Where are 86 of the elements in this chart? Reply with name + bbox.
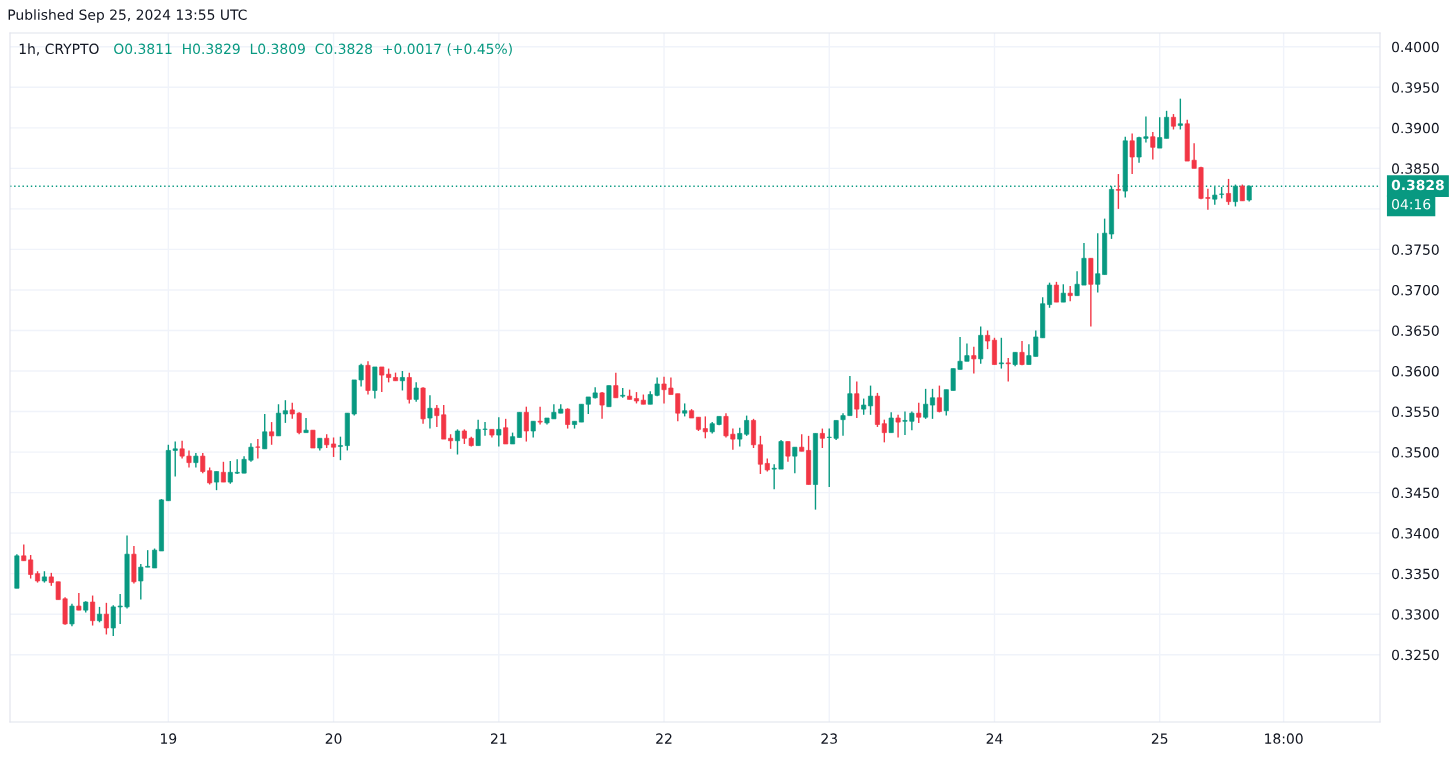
candlestick [936,384,942,414]
x-tick-label: 25 [1151,733,1168,744]
x-tick-label: 20 [325,733,342,744]
y-tick-label: 0.3600 [1392,365,1439,377]
candlestick [152,547,158,569]
candlestick [103,602,109,636]
y-tick-label: 0.3750 [1392,244,1439,255]
text: Published Sep 25, 2024 13:55 UTC [8,9,247,23]
y-tick-label: 0.3850 [1392,163,1439,174]
candlestick [255,438,261,460]
text: 04:16 [1392,198,1431,210]
y-tick-label: 0.3300 [1392,609,1439,620]
text: 1h, CRYPTO [19,43,99,56]
candlestick [262,413,268,450]
candlestick [282,399,288,424]
candlestick [337,435,343,461]
candlestick [1164,110,1170,140]
candlestick [220,461,226,483]
y-tick-label: 0.4000 [1392,41,1439,53]
y-tick-label: 0.3650 [1392,325,1439,336]
candlestick [985,329,991,350]
x-tick-label: 19 [161,733,177,744]
candlestick [269,421,275,446]
candlestick [406,371,412,405]
candlestick [69,602,75,628]
candlestick [76,592,82,611]
candlestick [881,418,887,444]
candlestick [1226,178,1232,206]
candlestick [1177,97,1183,131]
candlestick [214,470,220,491]
text: O0.3811 H0.3829 L0.3809 C0.3828 +0.0017 (+0.45%) [114,43,512,56]
candlestick [1047,281,1053,309]
candlestick [702,415,708,439]
candlestick [1053,281,1059,303]
candlestick [372,366,378,400]
x-tick-label: 18:00 [1265,733,1303,744]
candlestick [792,446,798,474]
x-tick-label: 22 [656,733,672,744]
candlestick [1115,173,1121,210]
candlestick [455,428,460,456]
candlestick [90,594,96,627]
y-tick-label: 0.3700 [1392,284,1439,296]
y-tick-label: 0.3500 [1392,447,1439,458]
y-tick-label: 0.3350 [1392,568,1439,580]
candlestick [399,370,405,392]
candlestick [854,380,860,419]
candlestick [916,401,922,424]
ref-line-label: 0.3828 [1391,179,1444,191]
x-tick-label: 23 [821,733,837,744]
candlestick [503,418,509,445]
y-tick-label: 0.3450 [1392,487,1439,499]
candlestick [613,371,619,399]
candlestick [413,381,419,403]
candlestick [785,440,791,463]
y-tick-label: 0.3550 [1392,406,1439,418]
candlestick [868,384,874,416]
candlestick [888,411,894,434]
candlestick [895,414,901,439]
candlestick [276,403,281,437]
candlestick [923,388,929,420]
x-tick-label: 24 [986,733,1003,744]
candlestick [978,325,984,365]
y-tick-label: 0.3400 [1392,528,1439,539]
candlestick [819,427,825,449]
candlestick [930,388,935,420]
candlestick [1150,131,1156,161]
candlestick [599,391,605,420]
y-tick-label: 0.3250 [1392,649,1439,661]
candlestick [331,436,337,458]
candlestick [998,337,1004,370]
y-tick-label: 0.3900 [1392,122,1439,134]
candlestick [303,417,309,434]
candlestick [496,416,502,448]
candlestick [1129,132,1135,175]
candlestick [1019,340,1025,367]
x-tick-label: 21 [490,733,507,744]
candlestick [537,405,543,426]
candlestick [565,407,571,430]
candlestick [1005,357,1011,383]
candlestick [606,384,612,408]
candlestick [1157,116,1163,149]
candlestick [427,394,433,430]
candlestick [757,435,763,475]
candlestick [523,405,529,443]
y-tick-label: 0.3950 [1392,82,1439,93]
candlestick [971,346,977,375]
